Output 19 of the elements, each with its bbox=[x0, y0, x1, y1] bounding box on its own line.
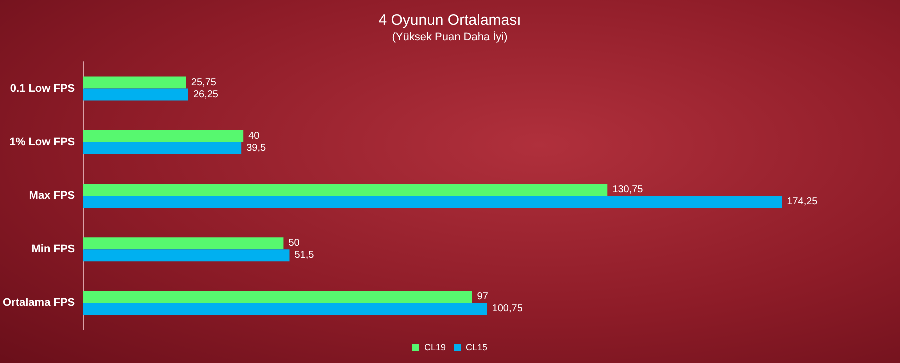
data-label: 130,75 bbox=[612, 184, 644, 196]
legend-label: CL15 bbox=[466, 342, 488, 352]
data-label: 174,25 bbox=[787, 196, 818, 208]
data-label: 51,5 bbox=[294, 250, 315, 262]
y-tick-label: 0.1 Low FPS bbox=[10, 82, 76, 95]
y-tick-label: 1% Low FPS bbox=[10, 136, 76, 148]
data-label: 40 bbox=[248, 130, 260, 142]
y-tick-label: Min FPS bbox=[32, 244, 76, 256]
data-label: 97 bbox=[477, 292, 489, 303]
legend-label: CL19 bbox=[424, 342, 446, 352]
chart-title: 4 Oyunun Ortalaması bbox=[378, 12, 522, 29]
data-label: 100,75 bbox=[492, 304, 524, 315]
y-tick-label: Ortalama FPS bbox=[3, 297, 76, 310]
y-tick-label: Max FPS bbox=[29, 190, 76, 202]
data-label: 25,75 bbox=[191, 77, 217, 88]
data-label: 50 bbox=[288, 238, 300, 250]
data-label: 26,25 bbox=[193, 89, 219, 100]
chart-subtitle: (Yüksek Puan Daha İyi) bbox=[392, 30, 508, 44]
data-label: 39,5 bbox=[246, 142, 266, 154]
